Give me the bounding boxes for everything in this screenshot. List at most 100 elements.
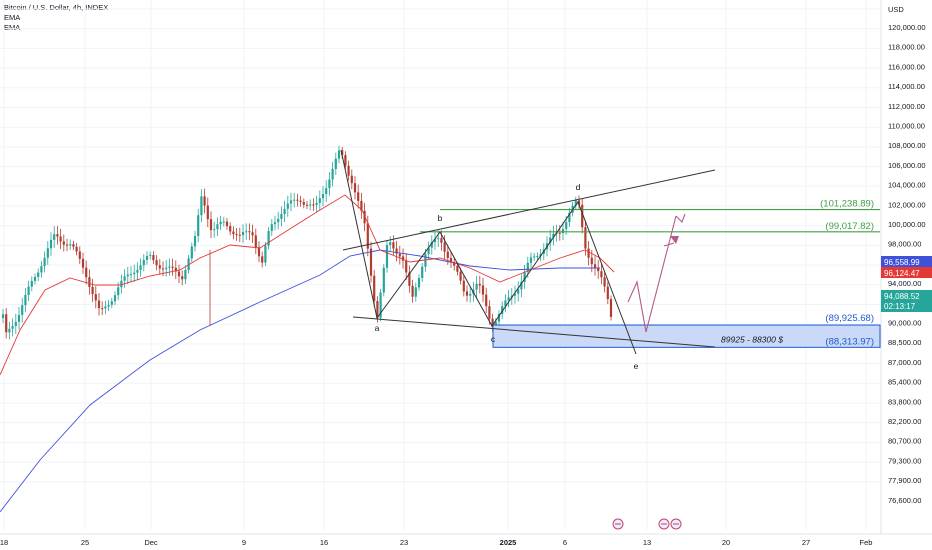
candle-body: [318, 198, 321, 203]
candle-body: [69, 244, 72, 246]
chart-legend: Bitcoin / U.S. Dollar, 4h, INDEX EMA EMA: [4, 3, 108, 33]
candle-body: [427, 247, 430, 254]
candle-body: [299, 200, 302, 202]
candle-body: [14, 321, 17, 327]
candle-body: [161, 268, 165, 270]
candle-body: [475, 283, 478, 290]
projection-arrow-2: [675, 213, 686, 223]
candle-body: [261, 256, 264, 263]
y-tick-label: 88,500.00: [888, 338, 921, 347]
candle-body: [165, 267, 168, 270]
ema-fast-line: [0, 194, 615, 376]
candle-body: [456, 265, 459, 272]
candle-body: [491, 318, 494, 328]
candle-body: [251, 232, 254, 236]
y-tick-label: 120,000.00: [888, 23, 926, 32]
legend-ema-2[interactable]: EMA: [4, 23, 21, 32]
candle-body: [203, 196, 206, 206]
candle-body: [497, 314, 501, 322]
x-tick-label: 13: [643, 538, 651, 547]
legend-title[interactable]: Bitcoin / U.S. Dollar, 4h, INDEX: [4, 3, 109, 12]
candle-body: [254, 235, 257, 248]
candle-body: [379, 292, 382, 318]
candle-body: [600, 271, 603, 278]
currency-label: USD: [888, 5, 904, 14]
candle-body: [357, 192, 360, 201]
candle-body: [587, 248, 590, 258]
candle-body: [235, 234, 238, 236]
legend-ema-1[interactable]: EMA: [4, 13, 21, 22]
y-tick-label: 82,200.00: [888, 417, 921, 426]
candle-body: [462, 280, 465, 292]
trendline-upper: [342, 169, 716, 251]
candle-body: [597, 267, 600, 272]
candle-body: [517, 289, 520, 294]
candle-body: [350, 175, 353, 184]
candle-body: [609, 299, 613, 317]
candle-body: [376, 300, 379, 318]
y-tick-label: 112,000.00: [888, 102, 925, 111]
price-tag-text: 94,088.52: [884, 292, 920, 301]
candle-body: [565, 222, 568, 229]
candle-body: [341, 150, 344, 156]
candle-body: [533, 256, 536, 258]
candle-body: [312, 204, 315, 206]
candle-body: [107, 304, 110, 307]
candle-body: [184, 269, 187, 280]
y-tick-label: 108,000.00: [888, 141, 926, 150]
candle-body: [59, 236, 62, 242]
candle-body: [168, 266, 171, 268]
y-tick-label: 114,000.00: [888, 82, 925, 91]
candle-body: [405, 260, 408, 273]
candle-body: [216, 224, 219, 230]
candle-body: [206, 205, 209, 220]
candle-body: [446, 251, 449, 258]
candle-body: [302, 201, 305, 205]
y-tick-label: 87,000.00: [888, 358, 921, 367]
candle-body: [27, 286, 30, 295]
candle-body: [120, 280, 123, 288]
price-tag-last: [881, 290, 932, 312]
x-tick-label: 18: [0, 538, 8, 547]
candle-body: [30, 281, 33, 287]
y-tick-label: 104,000.00: [888, 181, 926, 190]
candle-body: [193, 236, 197, 247]
trendline-lower: [352, 316, 716, 348]
candle-body: [360, 200, 363, 211]
candle-body: [529, 257, 533, 263]
candle-body: [241, 232, 245, 236]
wave-path: [340, 149, 637, 355]
candle-body: [270, 224, 273, 231]
candle-body: [552, 233, 555, 238]
candle-body: [414, 287, 417, 297]
candle-body: [158, 265, 161, 269]
candle-body: [142, 259, 145, 266]
candle-body: [440, 238, 443, 243]
candle-body: [187, 258, 190, 270]
candle-body: [85, 267, 88, 278]
candle-body: [392, 242, 395, 249]
wave-label-b: b: [438, 213, 443, 223]
candle-body: [1, 314, 5, 318]
candle-body: [577, 200, 581, 205]
candle-body: [504, 300, 507, 307]
wave-label-c: c: [491, 334, 496, 344]
candle-body: [296, 199, 299, 201]
candle-body: [501, 306, 504, 315]
price-tag-text: 96,558.99: [884, 258, 920, 267]
y-tick-label: 85,400.00: [888, 378, 921, 387]
candle-body: [539, 253, 542, 256]
candle-body: [523, 271, 526, 282]
candle-body: [363, 210, 366, 224]
candle-body: [139, 265, 142, 270]
support-zone: [492, 324, 881, 348]
candle-body: [190, 246, 193, 259]
candle-body: [408, 272, 411, 286]
candle-body: [328, 179, 331, 189]
candle-body: [411, 285, 414, 297]
candle-body: [325, 188, 328, 195]
x-tick-label: Dec: [144, 538, 158, 547]
candle-body: [225, 221, 229, 227]
candle-body: [56, 234, 59, 237]
